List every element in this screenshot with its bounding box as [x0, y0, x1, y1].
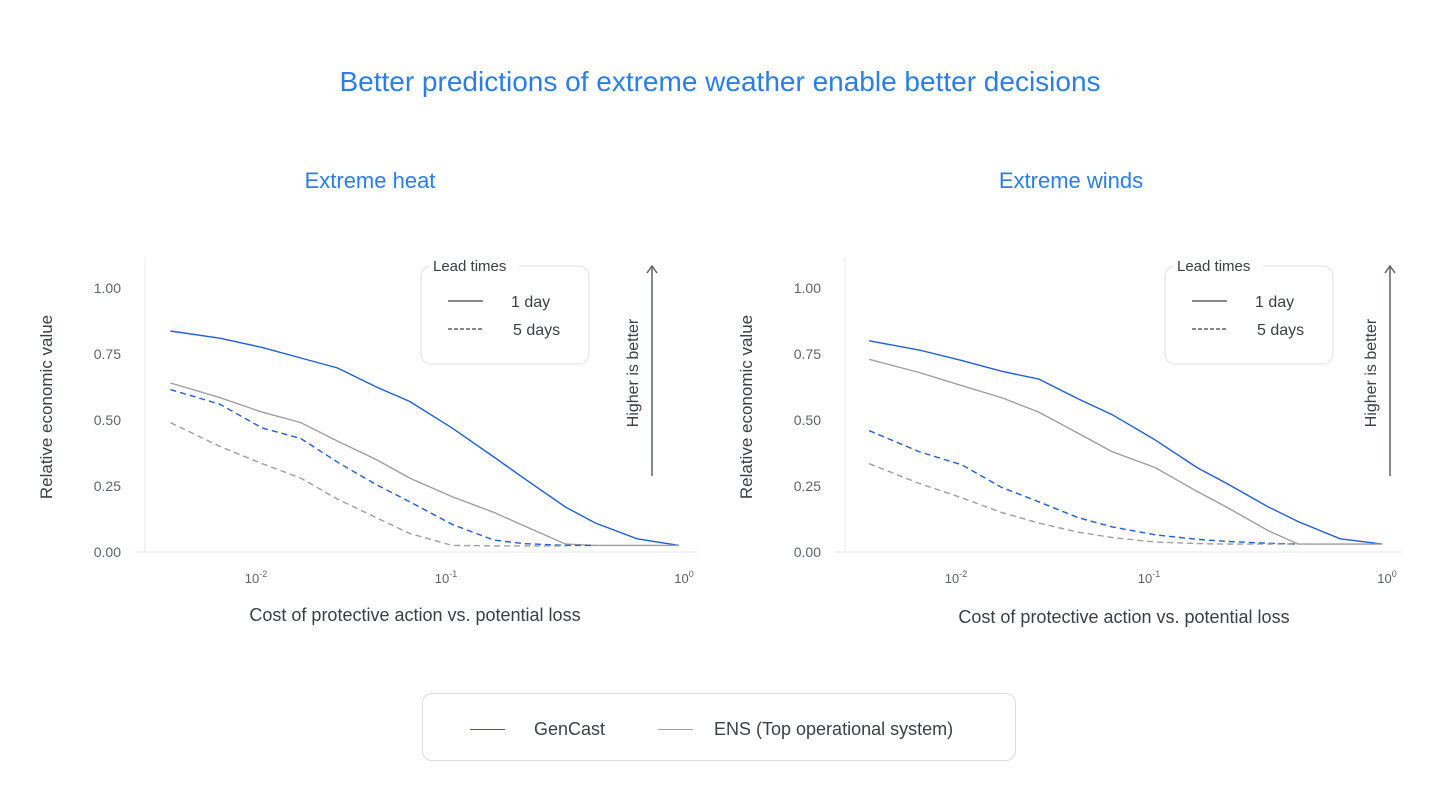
series-ens-5-days — [868, 462, 1299, 545]
annotation-higher-is-better: Higher is better — [1363, 318, 1380, 427]
y-tick-label: 0.00 — [94, 544, 121, 560]
x-tick-label: 100 — [1377, 569, 1396, 586]
y-tick-label: 1.00 — [794, 280, 821, 296]
y-tick-label: 0.75 — [794, 346, 821, 362]
lead-time-label: 1 day — [1255, 294, 1294, 311]
series-gencast-1-day — [868, 340, 1383, 545]
y-tick-label: 1.00 — [94, 280, 121, 296]
lead-time-label: 5 days — [513, 322, 560, 339]
series-ens-1-day — [868, 358, 1383, 545]
arrowhead-icon — [646, 264, 658, 274]
series-gencast-5-days — [170, 388, 596, 547]
series-gencast-5-days — [868, 429, 1299, 545]
x-axis-label: Cost of protective action vs. potential … — [958, 607, 1289, 627]
lead-times-title: Lead times — [1177, 258, 1250, 275]
x-axis-label: Cost of protective action vs. potential … — [249, 605, 580, 625]
y-axis-label: Relative economic value — [37, 315, 56, 499]
y-tick-label: 0.50 — [794, 412, 821, 428]
x-tick-label: 100 — [674, 569, 693, 586]
y-tick-label: 0.50 — [94, 412, 121, 428]
legend-label-ens: ENS (Top operational system) — [714, 719, 954, 739]
chart-title-extreme-winds: Extreme winds — [998, 168, 1144, 193]
y-tick-label: 0.75 — [94, 346, 121, 362]
y-tick-label: 0.25 — [794, 478, 821, 494]
lead-time-label: 5 days — [1257, 322, 1304, 339]
page-title: Better predictions of extreme weather en… — [339, 66, 1101, 97]
lead-times-title-bg — [429, 256, 519, 274]
legend-swatch-ens — [658, 729, 693, 730]
annotation-higher-is-better: Higher is better — [625, 318, 642, 427]
y-tick-label: 0.25 — [94, 478, 121, 494]
y-tick-label: 0.00 — [794, 544, 821, 560]
series-ens-5-days — [170, 421, 566, 547]
x-tick-label: 10-2 — [245, 569, 267, 586]
series-legend: GenCast ENS (Top operational system) — [422, 693, 1016, 761]
x-tick-label: 10-2 — [945, 569, 967, 586]
lead-times-title-bg — [1173, 256, 1263, 274]
arrowhead-icon — [1384, 264, 1396, 274]
x-tick-label: 10-1 — [435, 569, 457, 586]
legend-swatch-gencast — [470, 729, 505, 730]
x-tick-label: 10-1 — [1138, 569, 1160, 586]
chart-title-extreme-heat: Extreme heat — [304, 168, 436, 193]
series-gencast-1-day — [170, 330, 680, 547]
legend-label-gencast: GenCast — [534, 719, 606, 739]
lead-time-label: 1 day — [511, 294, 550, 311]
y-axis-label: Relative economic value — [737, 315, 756, 499]
lead-times-title: Lead times — [433, 258, 506, 275]
lead-times-legend-box — [1164, 265, 1334, 365]
